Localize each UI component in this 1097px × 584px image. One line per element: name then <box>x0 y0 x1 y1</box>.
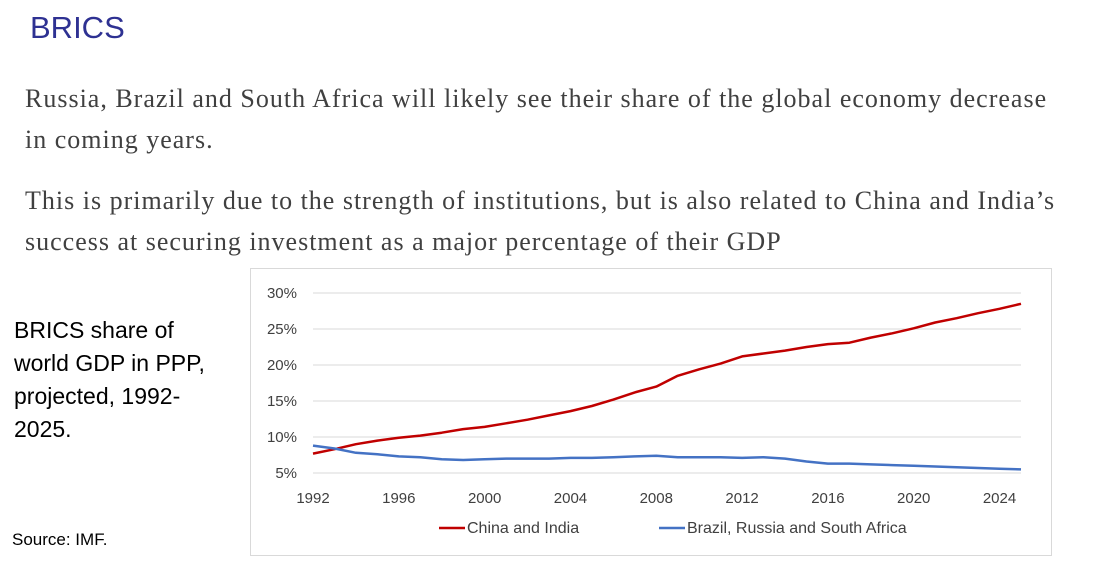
paragraph-outlook: Russia, Brazil and South Africa will lik… <box>25 84 1048 154</box>
x-tick-label: 2000 <box>468 490 501 507</box>
line-chart: 5% 10% 15% 20% 25% 30% 1992 1996 2000 2004 2008 201… <box>267 285 1022 537</box>
chart-caption: BRICS share of world GDP in PPP, project… <box>14 317 205 442</box>
y-tick-label: 30% <box>267 285 297 302</box>
x-tick-label: 2008 <box>640 490 673 507</box>
y-tick-label: 10% <box>267 429 297 446</box>
x-tick-label: 2004 <box>554 490 587 507</box>
chart-container: 5% 10% 15% 20% 25% 30% 1992 1996 2000 2004 2008 201… <box>250 268 1052 556</box>
x-tick-label: 2024 <box>983 490 1016 507</box>
y-tick-label: 20% <box>267 357 297 374</box>
legend-label: Brazil, Russia and South Africa <box>687 520 907 537</box>
y-tick-label: 15% <box>267 393 297 410</box>
y-tick-label: 25% <box>267 321 297 338</box>
x-tick-label: 2012 <box>725 490 758 507</box>
paragraph-reason: This is primarily due to the strength of… <box>25 186 1056 256</box>
x-tick-label: 1996 <box>382 490 415 507</box>
y-tick-label: 5% <box>275 465 297 482</box>
source-note: Source: IMF. <box>12 530 108 549</box>
series-line-brazil-russia-south-africa <box>312 444 1022 471</box>
x-tick-label: 2020 <box>897 490 930 507</box>
x-tick-label: 2016 <box>811 490 844 507</box>
series-line-china-india <box>312 302 1022 455</box>
x-tick-label: 1992 <box>296 490 329 507</box>
slide-title: BRICS <box>30 10 125 45</box>
legend-label: China and India <box>467 520 579 537</box>
